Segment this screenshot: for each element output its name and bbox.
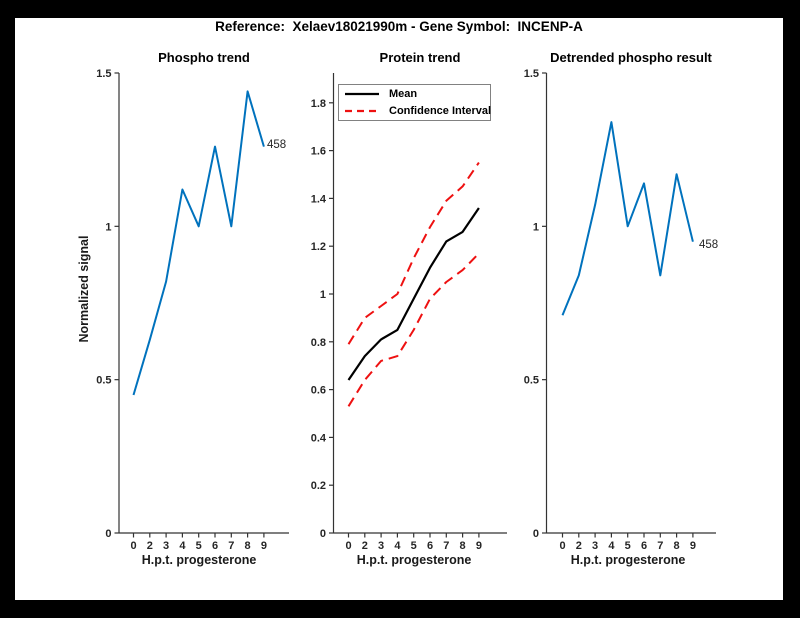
subplot3-series-end-label: 458	[699, 239, 719, 251]
x-tick-label: 9	[261, 540, 267, 552]
x-tick-label: 8	[245, 540, 251, 552]
figure-title: Reference: Xelaev18021990m - Gene Symbol…	[215, 19, 583, 34]
x-tick-label: 6	[212, 540, 218, 552]
phospho-signal-line	[132, 90, 265, 396]
detrended-signal-line	[561, 121, 694, 316]
protein-mean-line	[347, 207, 480, 381]
legend-label-mean: Mean	[389, 88, 418, 101]
legend-entry-confidence-interval: Confidence Interval	[339, 103, 492, 120]
subplot1-series-end-label: 458	[267, 139, 287, 151]
y-tick-label: 1.4	[311, 193, 327, 205]
x-tick-label: 4	[179, 540, 186, 552]
subplot2-xlabel: H.p.t. progesterone	[356, 553, 472, 567]
y-tick-label: 1.8	[311, 98, 326, 110]
x-tick-label: 5	[196, 540, 202, 552]
x-tick-label: 3	[378, 540, 384, 552]
y-tick-label: 0	[105, 528, 111, 540]
legend-box: Mean Confidence Interval	[338, 84, 491, 121]
legend-entry-mean: Mean	[339, 86, 490, 103]
y-tick-label: 0.8	[311, 337, 326, 349]
subplot1-xlabel: H.p.t. progesterone	[141, 553, 257, 567]
x-tick-label: 4	[394, 540, 401, 552]
y-axis-label: Normalized signal	[77, 235, 91, 343]
y-tick-label: 0.5	[96, 375, 111, 387]
y-tick-label: 1.5	[524, 68, 539, 80]
y-tick-label: 0	[533, 528, 539, 540]
ci-upper-line	[347, 162, 480, 345]
ci-line-sample-icon	[345, 109, 379, 112]
mean-line-sample-icon	[345, 93, 379, 96]
y-tick-label: 0.5	[524, 375, 539, 387]
x-tick-label: 3	[592, 540, 598, 552]
y-tick-label: 0.6	[311, 385, 326, 397]
y-tick-label: 0.2	[311, 480, 326, 492]
x-tick-label: 8	[674, 540, 680, 552]
subplot3-title: Detrended phospho result	[550, 50, 712, 65]
x-tick-label: 0	[345, 540, 351, 552]
x-tick-label: 6	[427, 540, 433, 552]
x-tick-label: 2	[362, 540, 368, 552]
y-tick-label: 1.6	[311, 146, 326, 158]
y-tick-label: 1	[533, 221, 539, 233]
subplot1-title: Phospho trend	[158, 50, 250, 65]
x-tick-label: 4	[608, 540, 615, 552]
y-tick-label: 0.4	[311, 432, 327, 444]
x-tick-label: 7	[657, 540, 663, 552]
x-tick-label: 5	[625, 540, 631, 552]
y-tick-label: 1	[320, 289, 326, 301]
legend-label-confidence-interval: Confidence Interval	[389, 104, 492, 117]
x-tick-label: 2	[147, 540, 153, 552]
x-tick-label: 7	[443, 540, 449, 552]
x-tick-label: 0	[130, 540, 136, 552]
x-tick-label: 8	[460, 540, 466, 552]
y-tick-label: 1.2	[311, 241, 326, 253]
x-tick-label: 6	[641, 540, 647, 552]
subplot2-title: Protein trend	[379, 50, 461, 65]
y-tick-label: 0	[320, 528, 326, 540]
ci-lower-line	[347, 252, 480, 407]
x-tick-label: 9	[690, 540, 696, 552]
x-tick-label: 3	[163, 540, 169, 552]
x-tick-label: 9	[476, 540, 482, 552]
x-tick-label: 0	[559, 540, 565, 552]
subplot3-xlabel: H.p.t. progesterone	[570, 553, 686, 567]
y-tick-label: 1	[105, 221, 111, 233]
x-tick-label: 5	[411, 540, 417, 552]
x-tick-label: 7	[228, 540, 234, 552]
x-tick-label: 2	[576, 540, 582, 552]
y-tick-label: 1.5	[96, 68, 111, 80]
